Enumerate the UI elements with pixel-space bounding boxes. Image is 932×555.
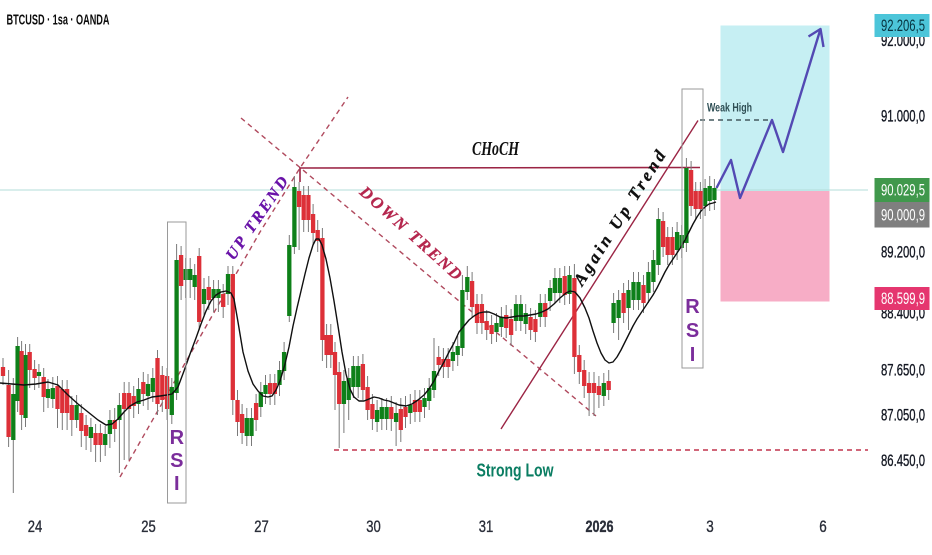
svg-text:2026: 2026 (586, 518, 614, 536)
svg-text:31: 31 (479, 518, 494, 536)
svg-text:90.029,5: 90.029,5 (881, 182, 925, 200)
svg-text:24: 24 (28, 518, 43, 536)
svg-text:Strong Low: Strong Low (477, 461, 555, 481)
svg-text:3: 3 (706, 518, 714, 536)
svg-text:Weak High: Weak High (707, 101, 752, 115)
svg-text:S: S (170, 450, 183, 472)
svg-text:S: S (686, 320, 699, 342)
svg-text:89.200,0: 89.200,0 (881, 244, 925, 262)
svg-text:R: R (685, 296, 700, 318)
svg-text:25: 25 (141, 518, 156, 536)
svg-text:27: 27 (254, 518, 269, 536)
svg-text:86.450,0: 86.450,0 (881, 452, 925, 470)
svg-text:91.000,0: 91.000,0 (881, 108, 925, 126)
svg-text:I: I (690, 344, 696, 366)
svg-text:6: 6 (819, 518, 827, 536)
svg-text:90.000,9: 90.000,9 (881, 206, 925, 224)
svg-text:R: R (170, 427, 185, 449)
svg-text:I: I (174, 473, 180, 495)
svg-text:88.599,9: 88.599,9 (881, 290, 925, 308)
svg-text:87.050,0: 87.050,0 (881, 407, 925, 425)
svg-text:92.206,5: 92.206,5 (881, 17, 925, 35)
svg-text:30: 30 (366, 518, 381, 536)
svg-text:CHoCH: CHoCH (472, 138, 520, 160)
svg-text:87.650,0: 87.650,0 (881, 362, 925, 380)
svg-text:BTCUSD · 1sa · OANDA: BTCUSD · 1sa · OANDA (7, 13, 110, 29)
